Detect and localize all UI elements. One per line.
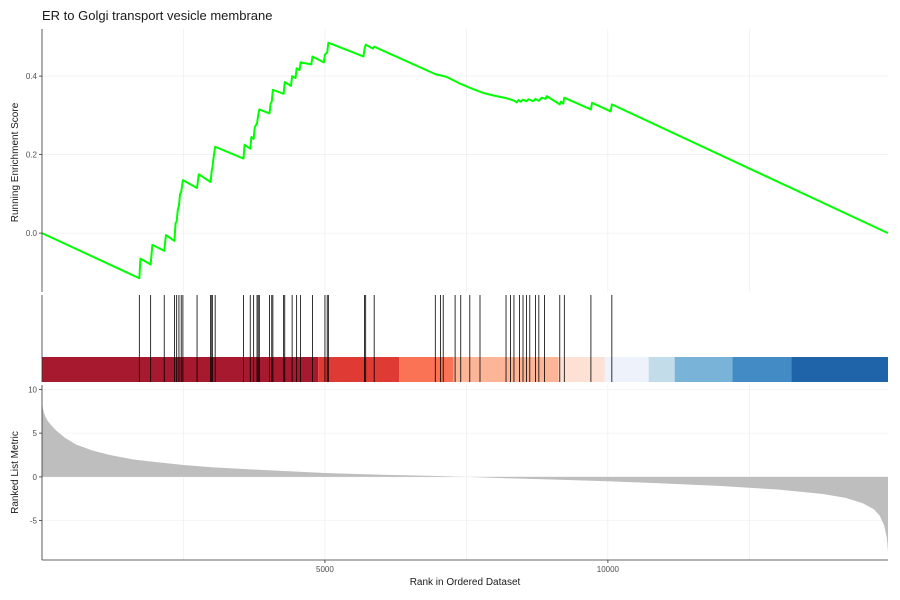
y-tick-label-metric: 5 <box>33 429 38 438</box>
x-axis-title: Rank in Ordered Dataset <box>410 577 521 588</box>
y-tick-label-enrichment: 0.2 <box>26 151 38 160</box>
heat-band <box>399 357 454 382</box>
y-tick-label-enrichment: 0.4 <box>26 72 38 81</box>
hits-heatmap-panel <box>42 295 888 382</box>
chart-title: ER to Golgi transport vesicle membrane <box>42 8 273 23</box>
heat-band <box>604 357 649 382</box>
enrichment-panel-grid <box>42 29 888 292</box>
heat-band <box>648 357 675 382</box>
y-axis-title-enrichment: Running Enrichment Score <box>10 102 21 222</box>
x-tick-label: 10000 <box>597 565 620 574</box>
y-axis-title-metric: Ranked List Metric <box>10 431 21 514</box>
heat-band <box>674 357 733 382</box>
running-score-line <box>41 41 889 280</box>
heat-band <box>42 357 319 382</box>
heat-band <box>732 357 792 382</box>
axes: 0.0 0.2 0.4 -5 0 5 10 5000 10000 <box>26 29 888 574</box>
ranked-metric-area <box>42 405 888 552</box>
y-tick-label-enrichment: 0.0 <box>26 229 38 238</box>
y-tick-label-metric: -5 <box>30 517 38 526</box>
y-tick-label-metric: 0 <box>33 473 38 482</box>
y-tick-label-metric: 10 <box>28 385 37 394</box>
metric-panel <box>42 405 888 552</box>
x-tick-label: 5000 <box>316 565 334 574</box>
heat-band <box>558 357 605 382</box>
heat-band <box>791 357 888 382</box>
heat-band <box>318 357 400 382</box>
enrichment-panel <box>41 41 889 280</box>
